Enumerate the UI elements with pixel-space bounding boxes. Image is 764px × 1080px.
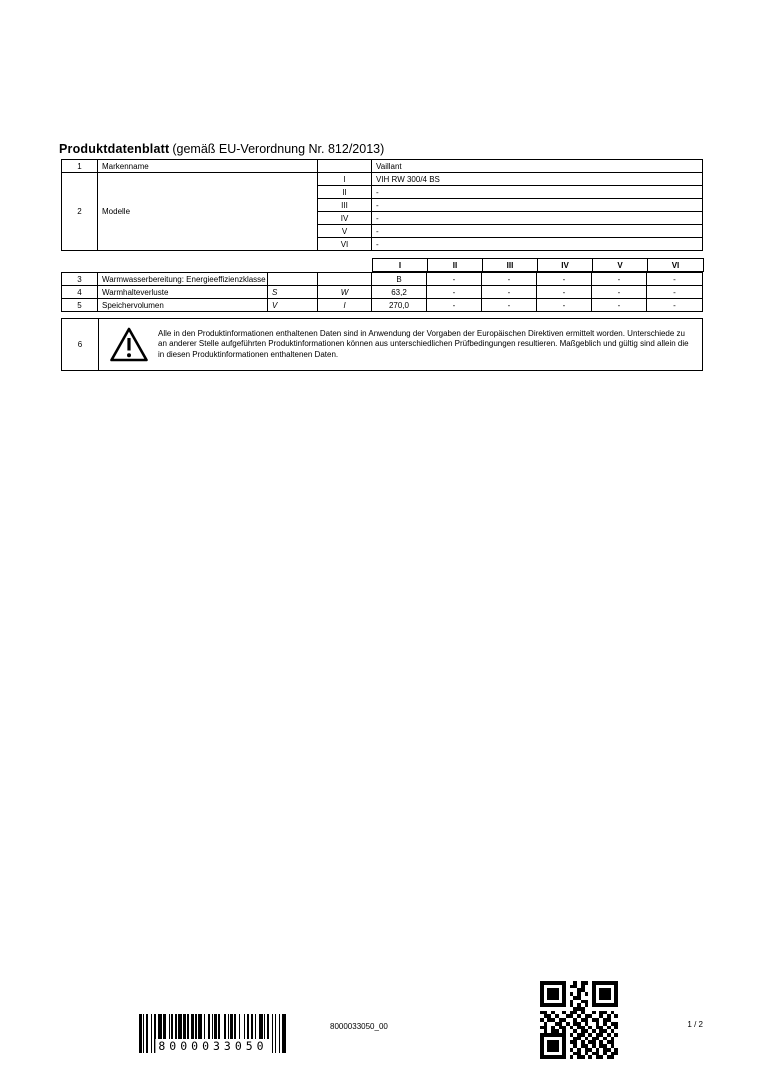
model-numeral: II (317, 185, 372, 199)
modelle-label: Modelle (97, 172, 318, 251)
unit-cell (317, 272, 372, 286)
model-numeral: VI (317, 237, 372, 251)
value-cell: - (481, 285, 537, 299)
column-header: V (592, 258, 648, 272)
column-header-row: I II III IV V VI (372, 258, 704, 272)
table-row: 3 Warmwasserbereitung: Energieeffizienzk… (61, 272, 703, 286)
specifications-table: 3 Warmwasserbereitung: Energieeffizienzk… (61, 272, 703, 312)
column-header: VI (647, 258, 704, 272)
row-label: Warmwasserbereitung: Energieeffizienzkla… (97, 272, 268, 286)
model-value: - (371, 237, 703, 251)
page-title: Produktdatenblatt (gemäß EU-Verordnung Nr… (59, 142, 384, 156)
value-cell: - (536, 298, 592, 312)
row-number-cell: 2 (61, 172, 98, 251)
model-value: - (371, 224, 703, 238)
markenname-value: Vaillant (371, 159, 703, 173)
barcode-bars (139, 1014, 287, 1053)
unit-cell: l (317, 298, 372, 312)
symbol-cell: S (267, 285, 318, 299)
value-cell: 63,2 (371, 285, 427, 299)
note-text: Alle in den Produktinformationen enthalt… (158, 328, 689, 359)
doc-number: 8000033050_00 (330, 1022, 388, 1031)
value-cell: B (371, 272, 427, 286)
model-numeral: III (317, 198, 372, 212)
value-cell: - (426, 298, 482, 312)
column-header: IV (537, 258, 593, 272)
markenname-row: 1 Markenname Vaillant (61, 159, 703, 173)
note-box: 6 Alle in den Produktinformationen entha… (61, 318, 703, 371)
table-row: 5 Speichervolumen V l 270,0 - - - - - (61, 298, 703, 312)
value-cell: - (481, 272, 537, 286)
markenname-label: Markenname (97, 159, 318, 173)
value-cell: - (536, 272, 592, 286)
row-label: Speichervolumen (97, 298, 268, 312)
value-cell: - (591, 285, 647, 299)
barcode-digits: 8000033050 (155, 1039, 271, 1053)
title-main: Produktdatenblatt (59, 142, 170, 156)
brand-models-table: 1 Markenname Vaillant 2 Modelle I VIH RW… (61, 159, 703, 251)
value-cell: - (646, 272, 703, 286)
value-cell: - (536, 285, 592, 299)
page-indicator: 1 / 2 (687, 1020, 703, 1029)
modelle-row: 2 Modelle I VIH RW 300/4 BS (61, 172, 703, 251)
title-suffix: (gemäß EU-Verordnung Nr. 812/2013) (172, 142, 385, 156)
model-value: - (371, 198, 703, 212)
warning-triangle-icon (110, 327, 148, 362)
value-cell: - (426, 285, 482, 299)
empty-cell (317, 159, 372, 173)
row-number-cell: 1 (61, 159, 98, 173)
column-header: I (372, 258, 428, 272)
model-numeral: V (317, 224, 372, 238)
column-header-table: I II III IV V VI (372, 258, 704, 272)
barcode: 8000033050 (139, 1014, 287, 1053)
value-cell: - (591, 272, 647, 286)
row-number-cell: 3 (61, 272, 98, 286)
value-cell: - (426, 272, 482, 286)
column-header: II (427, 258, 483, 272)
qr-code (540, 981, 618, 1059)
row-number-cell: 4 (61, 285, 98, 299)
symbol-cell: V (267, 298, 318, 312)
row-label: Warmhalteverluste (97, 285, 268, 299)
value-cell: - (646, 285, 703, 299)
value-cell: - (646, 298, 703, 312)
note-content: Alle in den Produktinformationen enthalt… (99, 319, 702, 370)
row-number-cell: 5 (61, 298, 98, 312)
column-header: III (482, 258, 538, 272)
note-number: 6 (62, 319, 99, 370)
model-value: - (371, 185, 703, 199)
model-value: - (371, 211, 703, 225)
model-numeral: IV (317, 211, 372, 225)
model-numeral: I (317, 172, 372, 186)
model-value: VIH RW 300/4 BS (371, 172, 703, 186)
modelle-row: VI - (62, 237, 703, 251)
value-cell: 270,0 (371, 298, 427, 312)
symbol-cell (267, 272, 318, 286)
unit-cell: W (317, 285, 372, 299)
table-row: 4 Warmhalteverluste S W 63,2 - - - - - (61, 285, 703, 299)
value-cell: - (591, 298, 647, 312)
value-cell: - (481, 298, 537, 312)
